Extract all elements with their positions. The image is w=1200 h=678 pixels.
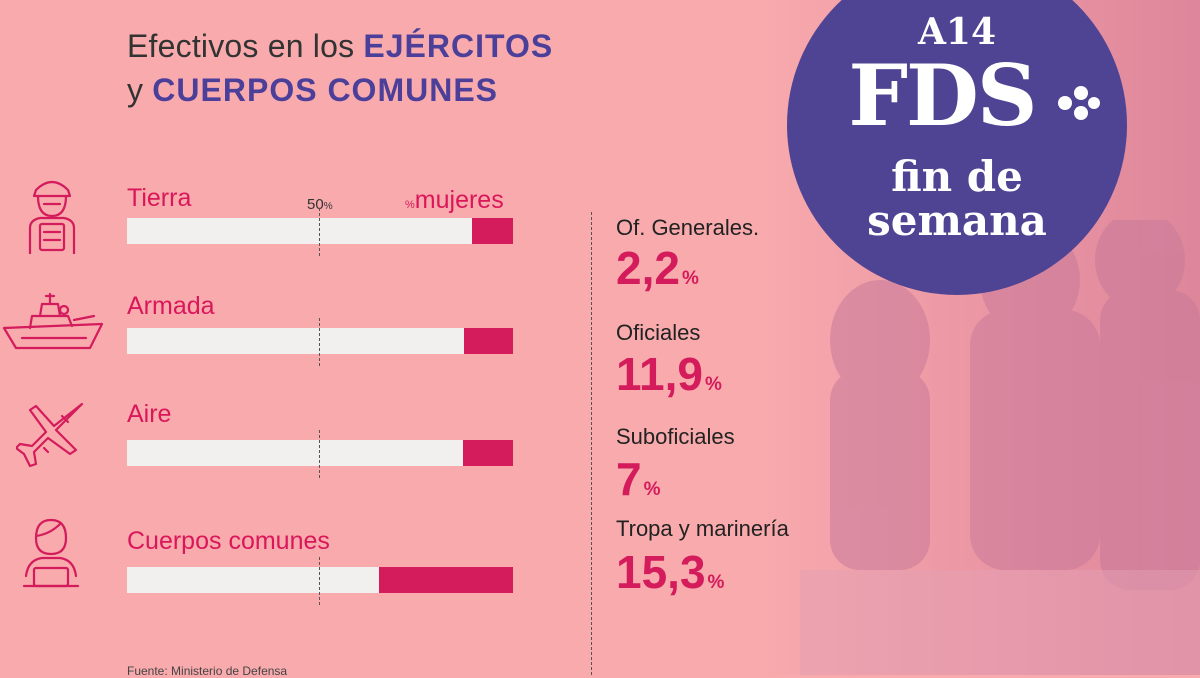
stat-label-oficiales: Oficiales — [616, 320, 701, 345]
chart-title: Efectivos en los EJÉRCITOS y CUERPOS COM… — [127, 28, 554, 108]
bar-track-tierra — [127, 208, 513, 256]
bar-mujeres-tierra — [472, 218, 513, 244]
category-label-armada: Armada — [127, 292, 215, 320]
category-label-cuerpos-comunes: Cuerpos comunes — [127, 527, 330, 555]
stat-label-tropa: Tropa y marinería — [616, 516, 789, 541]
badge-logo: FDS — [848, 46, 1037, 145]
reference-line — [319, 318, 320, 366]
bar-mujeres-cuerpos-comunes — [379, 567, 513, 593]
reference-line — [319, 430, 320, 478]
stat-value-tropa: 15,3% — [616, 546, 725, 598]
bar-track-aire — [127, 430, 513, 478]
bar-track-cuerpos-comunes — [127, 557, 513, 605]
reference-line — [319, 557, 320, 605]
series-legend-label: %mujeres — [405, 186, 504, 214]
bar-mujeres-armada — [463, 328, 513, 354]
bar-mujeres-aire — [463, 440, 513, 466]
warship-icon — [2, 292, 104, 350]
stat-value-generales: 2,2% — [616, 242, 699, 294]
fds-badge: A14 FDS fin de semana — [787, 0, 1127, 295]
stat-label-suboficiales: Suboficiales — [616, 424, 735, 449]
badge-top-text: A14 — [917, 11, 997, 53]
category-label-tierra: Tierra — [127, 184, 192, 212]
reference-line — [319, 208, 320, 256]
divider — [591, 212, 592, 675]
stat-value-oficiales: 11,9% — [616, 348, 722, 400]
stat-label-generales: Of. Generales. — [616, 215, 760, 240]
category-label-aire: Aire — [127, 400, 172, 428]
stat-value-suboficiales: 7% — [616, 453, 661, 505]
soldier-icon — [28, 180, 76, 254]
source-note: Fuente: Ministerio de Defensa — [127, 664, 288, 678]
office-worker-icon — [22, 518, 80, 588]
fighter-jet-icon — [16, 402, 84, 468]
dots-icon — [1058, 86, 1100, 120]
soldiers-photo — [800, 220, 1200, 675]
badge-line1: fin de — [891, 152, 1023, 201]
badge-line2: semana — [867, 196, 1047, 245]
bar-track-armada — [127, 318, 513, 366]
